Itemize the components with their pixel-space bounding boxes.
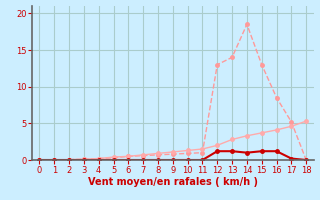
- X-axis label: Vent moyen/en rafales ( km/h ): Vent moyen/en rafales ( km/h ): [88, 177, 258, 187]
